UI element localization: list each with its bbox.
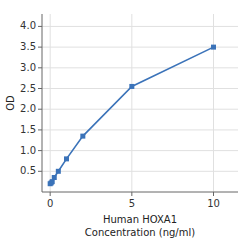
y-tick (38, 26, 42, 27)
x-axis-label-line: Human HOXA1 (103, 214, 177, 225)
y-tick (38, 150, 42, 151)
x-grid-line (131, 14, 132, 192)
x-tick (213, 192, 214, 196)
y-tick (38, 109, 42, 110)
x-grid-line (50, 14, 51, 192)
y-tick-label: 0.5 (20, 165, 36, 176)
y-tick-label: 3.5 (20, 41, 36, 52)
y-tick (38, 129, 42, 130)
x-tick (50, 192, 51, 196)
x-tick-label: 5 (129, 198, 135, 209)
y-tick (38, 171, 42, 172)
y-tick-label: 1.0 (20, 145, 36, 156)
data-point (56, 169, 61, 174)
y-grid-line (42, 171, 238, 172)
y-tick (38, 47, 42, 48)
y-tick-label: 2.5 (20, 83, 36, 94)
plot-data (48, 45, 216, 187)
y-tick (38, 88, 42, 89)
axes: 0.5 1.0 1.5 2.0 2.5 3.0 3.5 4.0 0 5 10 (20, 14, 238, 209)
grid (42, 14, 238, 192)
y-tick-label: 1.5 (20, 124, 36, 135)
x-axis-line (42, 192, 238, 193)
x-axis-label: Human HOXA1 Concentration (ng/ml) (85, 214, 195, 238)
y-tick-label: 3.0 (20, 62, 36, 73)
y-grid-line (42, 129, 238, 130)
data-point (80, 134, 85, 139)
y-tick-label: 2.0 (20, 103, 36, 114)
data-point (129, 84, 134, 89)
data-point (52, 175, 57, 180)
y-grid-line (42, 47, 238, 48)
x-grid-line (213, 14, 214, 192)
x-tick-label: 10 (207, 198, 220, 209)
chart-container: 0.5 1.0 1.5 2.0 2.5 3.0 3.5 4.0 0 5 10 Human HOXA1 C… (0, 0, 250, 250)
y-grid-line (42, 26, 238, 27)
y-tick (38, 67, 42, 68)
y-tick-label: 4.0 (20, 20, 36, 31)
y-axis-line (42, 14, 43, 192)
y-grid-line (42, 109, 238, 110)
data-point (64, 156, 69, 161)
data-point (211, 45, 216, 50)
y-axis-label: OD (5, 95, 16, 111)
data-line (50, 47, 213, 184)
y-grid-line (42, 67, 238, 68)
chart-svg: 0.5 1.0 1.5 2.0 2.5 3.0 3.5 4.0 0 5 10 Human HOXA1 C… (0, 0, 250, 250)
x-axis-label-line: Concentration (ng/ml) (85, 227, 195, 238)
y-grid-line (42, 88, 238, 89)
x-tick (131, 192, 132, 196)
x-tick-label: 0 (47, 198, 53, 209)
